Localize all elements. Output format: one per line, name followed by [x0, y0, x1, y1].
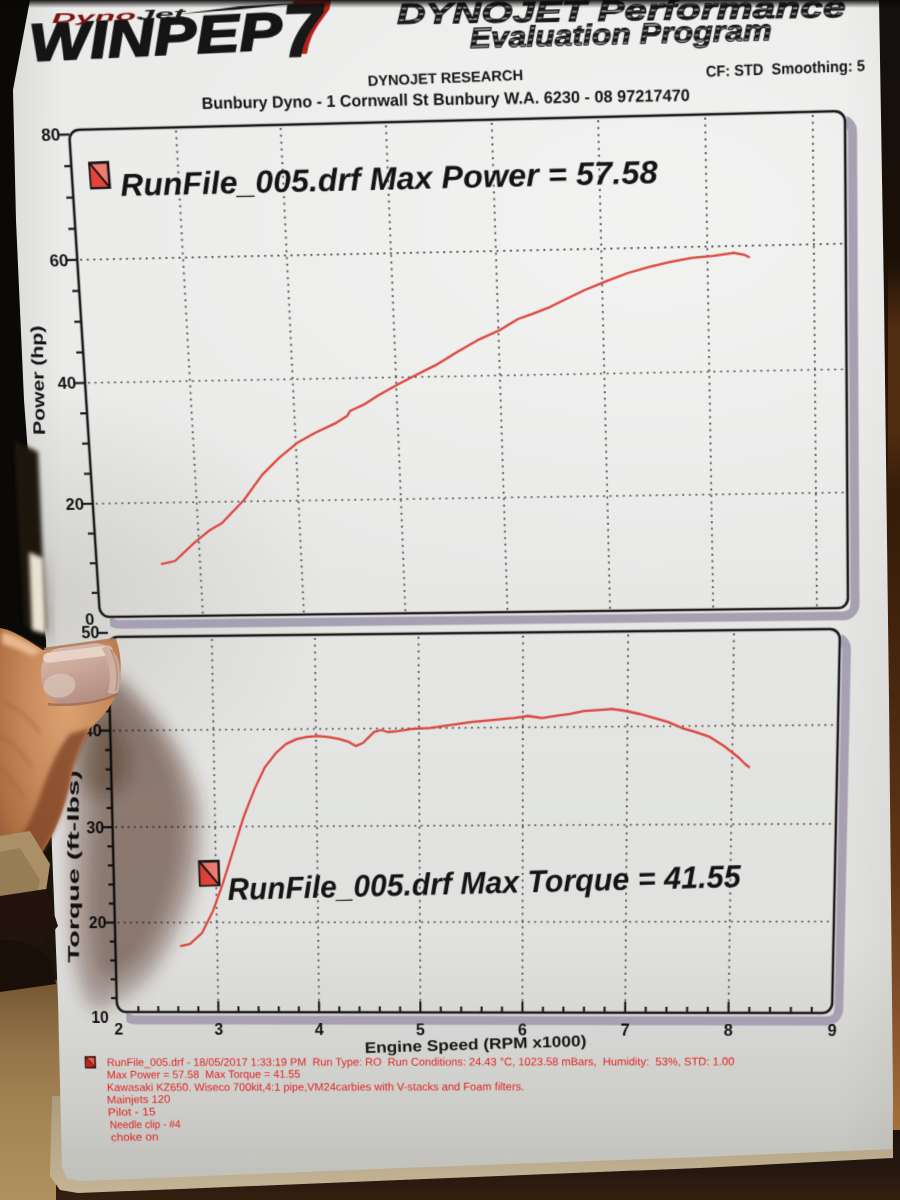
svg-text:8: 8 [724, 1021, 733, 1040]
svg-text:3: 3 [214, 1020, 223, 1039]
svg-text:0: 0 [85, 610, 96, 629]
svg-text:Max Power = 57.58 Max Torque: Max Power = 57.58 Max Torque = 41.55 [107, 1068, 301, 1081]
svg-text:Power (hp): Power (hp) [27, 325, 49, 435]
svg-text:DYNOJET RESEARCH: DYNOJET RESEARCH [367, 68, 523, 90]
svg-text:Torque (ft-lbs): Torque (ft-lbs) [64, 770, 82, 963]
svg-text:RunFile_005.drf Max Torque = 4: RunFile_005.drf Max Torque = 41.55 [227, 859, 742, 907]
svg-text:WINPEP: WINPEP [27, 1, 285, 72]
svg-text:2: 2 [114, 1020, 123, 1039]
svg-text:10: 10 [91, 1008, 109, 1027]
svg-text:40: 40 [57, 374, 77, 394]
svg-text:7: 7 [287, 0, 333, 70]
svg-text:Pilot - 15: Pilot - 15 [108, 1106, 157, 1119]
svg-text:Mainjets 120: Mainjets 120 [107, 1093, 171, 1106]
svg-text:60: 60 [49, 250, 69, 270]
svg-text:Kawasaki KZ650. Wiseco 700kit,: Kawasaki KZ650. Wiseco 700kit,4:1 pipe,V… [107, 1081, 525, 1094]
svg-text:choke on: choke on [111, 1131, 159, 1144]
svg-text:30: 30 [86, 818, 104, 837]
svg-text:Engine Speed (RPM x1000): Engine Speed (RPM x1000) [364, 1033, 586, 1057]
svg-text:50: 50 [81, 622, 99, 642]
svg-text:7: 7 [620, 1020, 629, 1039]
svg-text:20: 20 [65, 495, 85, 514]
svg-text:5: 5 [416, 1020, 425, 1039]
svg-text:Needle clip - #4: Needle clip - #4 [110, 1118, 182, 1131]
svg-text:9: 9 [827, 1021, 837, 1040]
svg-text:4: 4 [315, 1020, 324, 1039]
svg-text:RunFile_005.drf - 18/05/2017 1: RunFile_005.drf - 18/05/2017 1:33:19 PM … [107, 1056, 735, 1069]
svg-text:40: 40 [84, 721, 102, 741]
svg-text:6: 6 [518, 1020, 527, 1039]
svg-text:80: 80 [41, 125, 61, 146]
svg-text:7: 7 [281, 0, 327, 73]
svg-text:20: 20 [89, 913, 107, 932]
svg-text:CF: STD Smoothing: 5: CF: STD Smoothing: 5 [706, 58, 866, 82]
